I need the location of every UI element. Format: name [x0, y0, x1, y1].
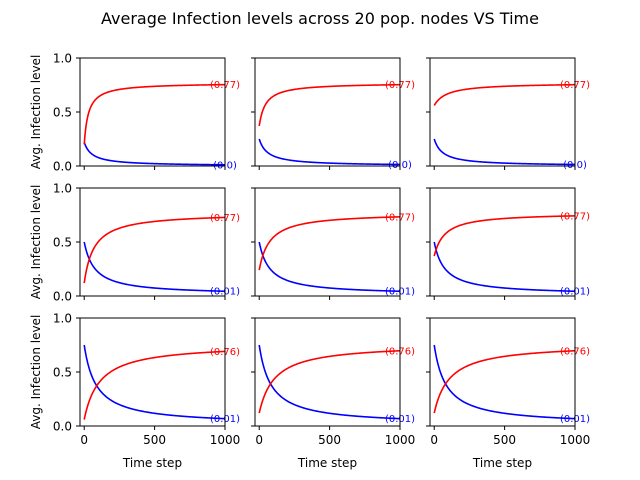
axes-frame	[254, 317, 401, 427]
blue-series-line	[83, 241, 226, 293]
blue-series-line	[83, 141, 225, 166]
x-axis-label: Time step	[472, 456, 532, 470]
axes-frame	[254, 187, 401, 297]
axes-frame	[79, 187, 226, 297]
red-series-line	[433, 83, 576, 106]
panel-5: (0.77)(0.01)	[251, 187, 415, 300]
red-series-line	[83, 216, 226, 284]
blue-series-line	[433, 138, 576, 166]
axes-frame	[79, 57, 226, 167]
panel-2: (0.77)(0.0)	[251, 57, 415, 171]
x-axis-label: Time step	[297, 456, 357, 470]
red-series-line	[83, 83, 226, 145]
y-tick-label: 0.0	[53, 290, 72, 304]
x-tick-label: 500	[318, 433, 341, 447]
red-series-line	[83, 350, 226, 420]
y-tick-label: 0.5	[53, 366, 72, 380]
blue-series-line	[433, 344, 576, 420]
x-tick-label: 0	[255, 433, 263, 447]
x-tick-label: 0	[80, 433, 88, 447]
x-tick-label: 500	[493, 433, 516, 447]
axes-frame	[79, 317, 226, 427]
x-tick-label: 1000	[560, 433, 591, 447]
panel-grid: (0.77)(0.0) 0.0 0.5 1.0 Avg. Infection level…	[29, 52, 590, 471]
x-tick-label: 1000	[210, 433, 241, 447]
red-series-line	[258, 216, 401, 271]
y-tick-label: 0.0	[53, 160, 72, 174]
y-axis-label: Avg. Infection level	[29, 185, 43, 300]
axes-frame	[429, 317, 576, 427]
blue-series-line	[83, 344, 226, 420]
y-tick-label: 1.0	[53, 182, 72, 196]
y-axis-label: Avg. Infection level	[29, 55, 43, 170]
axes-frame	[429, 187, 576, 297]
red-series-line	[433, 215, 576, 257]
y-tick-label: 0.5	[53, 236, 72, 250]
y-tick-label: 0.5	[53, 106, 72, 120]
blue-series-line	[433, 241, 576, 293]
panel-6: (0.77)(0.01)	[426, 187, 590, 300]
blue-series-line	[258, 241, 401, 293]
y-tick-label: 1.0	[53, 52, 72, 66]
red-series-line	[258, 83, 401, 127]
figure-title: Average Infection levels across 20 pop. …	[101, 9, 539, 28]
y-tick-label: 0.0	[53, 420, 72, 434]
y-axis-label: Avg. Infection level	[29, 315, 43, 430]
x-tick-label: 500	[143, 433, 166, 447]
red-series-line	[433, 349, 576, 414]
x-axis-label: Time step	[122, 456, 182, 470]
panel-3: (0.77)(0.0)	[426, 57, 590, 171]
x-tick-label: 0	[430, 433, 438, 447]
x-tick-label: 1000	[385, 433, 416, 447]
axes-frame	[429, 57, 576, 167]
blue-series-line	[258, 138, 401, 166]
axes-frame	[254, 57, 401, 167]
red-series-line	[258, 349, 401, 414]
y-tick-label: 1.0	[53, 312, 72, 326]
blue-series-line	[258, 344, 401, 420]
